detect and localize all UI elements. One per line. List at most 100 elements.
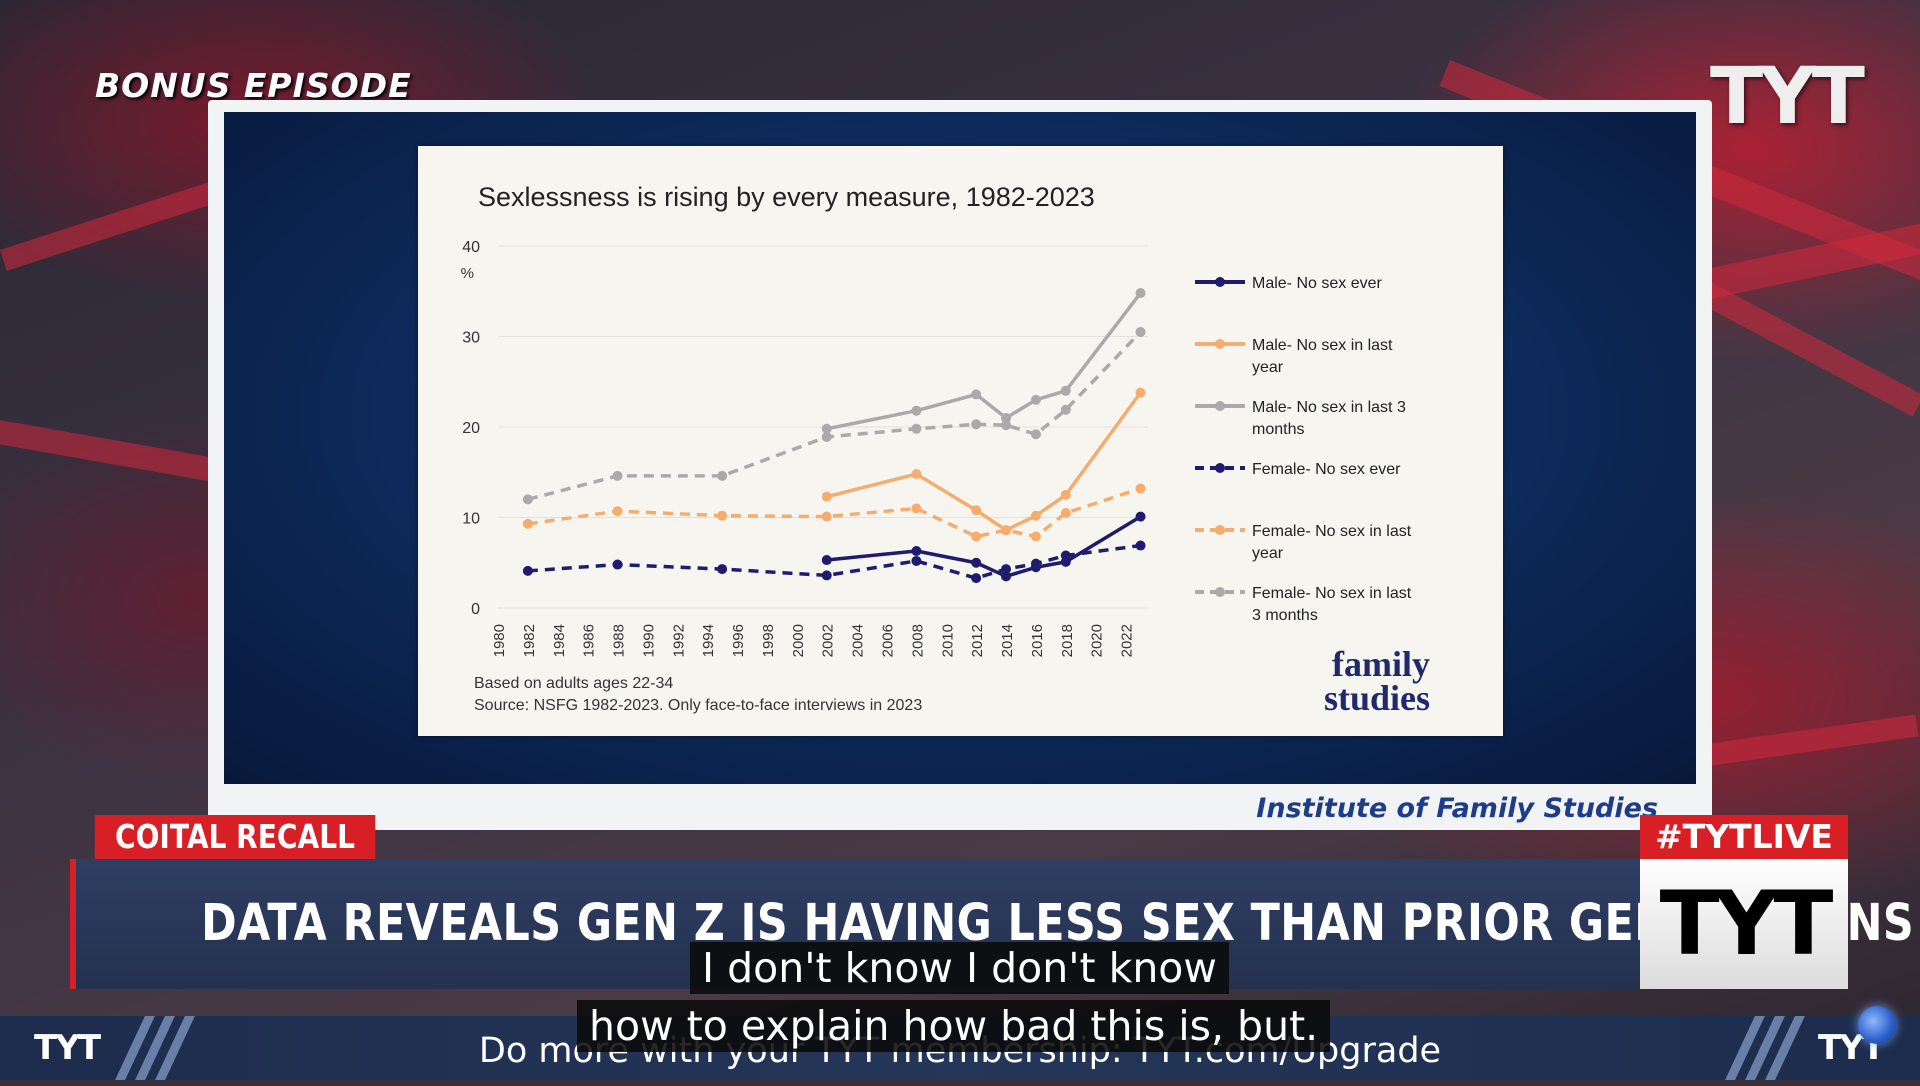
data-point — [911, 503, 922, 514]
legend-marker — [1215, 587, 1225, 597]
data-point — [612, 506, 623, 517]
data-point — [1135, 326, 1146, 337]
data-point — [911, 423, 922, 434]
x-tick-label: 2008 — [909, 624, 926, 657]
globe-icon — [1858, 1006, 1896, 1044]
tyt-logo: TYT — [34, 1028, 101, 1068]
data-point — [612, 559, 623, 570]
data-point — [522, 494, 533, 505]
y-tick-label: 0 — [471, 601, 480, 618]
data-point — [1135, 288, 1146, 299]
x-tick-label: 1994 — [700, 624, 717, 657]
series-line — [826, 391, 1142, 532]
x-tick-label: 1988 — [611, 624, 628, 657]
legend-label: Male- No sex ever — [1252, 275, 1382, 292]
y-tick-label: 10 — [462, 511, 480, 528]
family-studies-logo: studies — [1324, 678, 1430, 718]
data-point — [1135, 483, 1146, 494]
chart-card: Sexlessness is rising by every measure, … — [418, 146, 1503, 736]
x-tick-label: 2004 — [850, 624, 867, 657]
tyt-logo: TYT — [1659, 872, 1834, 975]
data-point — [1001, 420, 1012, 431]
data-point — [717, 470, 728, 481]
data-point — [1060, 404, 1071, 415]
x-tick-label: 2020 — [1089, 624, 1106, 657]
data-point — [1030, 558, 1041, 569]
legend-marker — [1215, 463, 1225, 473]
data-point — [821, 570, 832, 581]
data-point — [1001, 571, 1012, 582]
data-point — [821, 423, 832, 434]
x-tick-label: 2014 — [999, 624, 1016, 657]
data-point — [971, 505, 982, 516]
legend-marker — [1215, 401, 1225, 411]
tyt-logo-box: TYT — [1640, 859, 1848, 989]
data-point — [1030, 531, 1041, 542]
chart-note: Source: NSFG 1982-2023. Only face-to-fac… — [474, 697, 922, 714]
x-tick-label: 1984 — [551, 624, 568, 657]
y-tick-label: 20 — [462, 420, 480, 437]
x-tick-label: 1980 — [491, 624, 508, 657]
data-point — [717, 564, 728, 575]
data-point — [1001, 525, 1012, 536]
data-point — [1060, 489, 1071, 500]
hashtag-label: #TYTLIVE — [1640, 815, 1848, 859]
y-axis-label: % — [461, 265, 474, 282]
data-point — [1135, 387, 1146, 398]
data-point — [1001, 564, 1012, 575]
x-tick-label: 1982 — [521, 624, 538, 657]
y-tick-label: 30 — [462, 330, 480, 347]
data-point — [911, 555, 922, 566]
data-point — [1135, 511, 1146, 522]
chart-title: Sexlessness is rising by every measure, … — [478, 182, 1095, 212]
x-tick-label: 2006 — [880, 624, 897, 657]
data-point — [971, 557, 982, 568]
data-point — [1030, 394, 1041, 405]
data-point — [821, 491, 832, 502]
series-line — [527, 486, 1142, 539]
segment-tag: COITAL RECALL — [94, 815, 376, 859]
x-tick-label: 2010 — [939, 624, 956, 657]
family-studies-logo: family — [1332, 644, 1430, 684]
x-tick-label: 1998 — [760, 624, 777, 657]
data-point — [1135, 540, 1146, 551]
data-point — [522, 565, 533, 576]
data-point — [971, 419, 982, 430]
caption-line-1: I don't know I don't know — [690, 942, 1229, 994]
caption-line-2: how to explain how bad this is, but. — [577, 1000, 1331, 1052]
chart-note: Based on adults ages 22-34 — [474, 675, 673, 692]
legend-label: Female- No sex in last year — [1252, 523, 1412, 562]
data-point — [911, 405, 922, 416]
series-line — [527, 543, 1141, 580]
data-point — [821, 555, 832, 566]
data-point — [717, 510, 728, 521]
x-tick-label: 1992 — [670, 624, 687, 657]
data-point — [522, 518, 533, 529]
tyt-logo: TYT — [1710, 52, 1865, 142]
legend-label: Female- No sex ever — [1252, 461, 1401, 478]
data-point — [1060, 385, 1071, 396]
legend-marker — [1215, 525, 1225, 535]
x-tick-label: 2002 — [820, 624, 837, 657]
x-tick-label: 1996 — [730, 624, 747, 657]
data-point — [971, 389, 982, 400]
bonus-episode-label: BONUS EPISODE — [95, 66, 412, 105]
series-line — [527, 330, 1142, 502]
legend-label: Male- No sex in last 3 months — [1252, 399, 1406, 438]
bg-stripe — [0, 178, 226, 271]
slide-screen: Sexlessness is rising by every measure, … — [224, 112, 1696, 784]
x-tick-label: 1986 — [581, 624, 598, 657]
x-tick-label: 2018 — [1059, 624, 1076, 657]
legend-marker — [1215, 277, 1225, 287]
x-tick-label: 2016 — [1029, 624, 1046, 657]
data-point — [911, 469, 922, 480]
x-tick-label: 2022 — [1119, 624, 1136, 657]
line-chart: Sexlessness is rising by every measure, … — [461, 182, 1430, 718]
bg-stripe — [0, 420, 217, 482]
legend-label: Female- No sex in last 3 months — [1252, 585, 1412, 624]
x-tick-label: 2012 — [969, 624, 986, 657]
series-line — [826, 291, 1142, 431]
legend-label: Male- No sex in last year — [1252, 337, 1393, 376]
data-point — [1001, 412, 1012, 423]
data-point — [1060, 507, 1071, 518]
